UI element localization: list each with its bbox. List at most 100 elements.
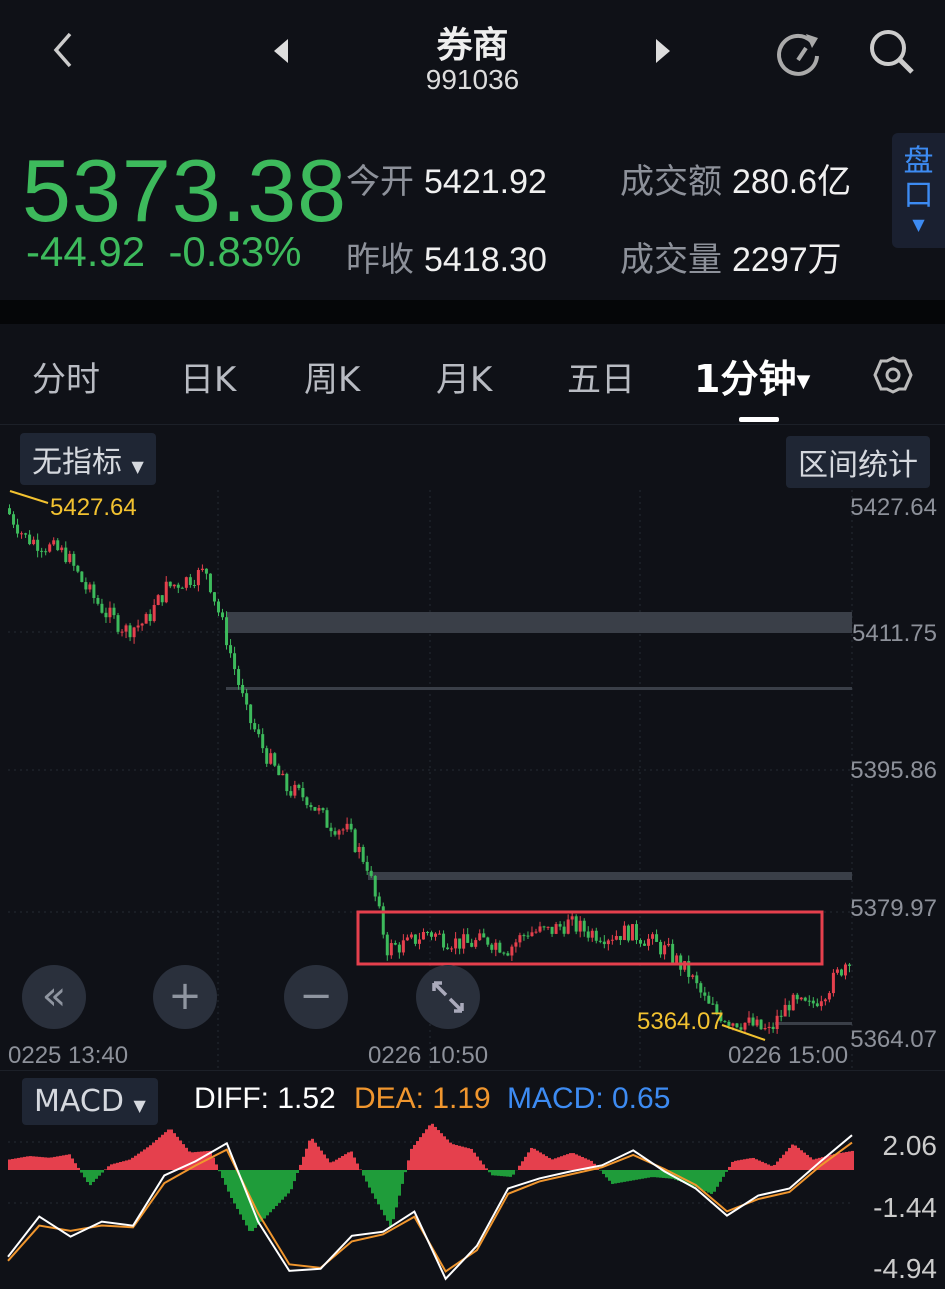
candle (361, 846, 365, 862)
pankou-label: 口 (903, 178, 934, 213)
macd-bar (767, 1164, 770, 1170)
candle (293, 784, 297, 796)
tab-five-day[interactable]: 五日 (567, 360, 635, 400)
candle (285, 773, 289, 792)
candle (313, 807, 317, 811)
tab-1-minute[interactable]: 1分钟▼ (694, 348, 810, 403)
macd-bar (290, 1170, 293, 1190)
macd-bar (782, 1154, 785, 1170)
macd-dropdown[interactable]: MACD ▼ (22, 1078, 158, 1125)
macd-bar (800, 1150, 803, 1170)
macd-bar (698, 1170, 701, 1189)
triangle-left-icon (274, 39, 288, 63)
candle (566, 919, 570, 934)
candle (273, 753, 277, 766)
candle (626, 925, 630, 941)
tab-daily-k[interactable]: 日K (180, 360, 237, 400)
macd-bar (389, 1170, 392, 1227)
prev-close-label: 昨收 (346, 240, 414, 280)
pankou-button[interactable]: 盘口 ▼ (892, 133, 945, 248)
candle (301, 787, 305, 798)
macd-bar (344, 1154, 347, 1170)
double-chevron-left-icon: « (41, 973, 67, 1019)
candle (538, 926, 542, 932)
macd-bar (407, 1160, 410, 1170)
candle (269, 753, 273, 764)
macd-bar (101, 1170, 104, 1173)
highlight-box (356, 910, 824, 966)
macd-bar (713, 1170, 716, 1192)
caret-down-icon: ▼ (912, 215, 925, 234)
candle (225, 617, 229, 646)
refresh-button[interactable] (772, 26, 826, 84)
macd-bar (710, 1170, 713, 1194)
candle (731, 1023, 735, 1026)
macd-value: MACD: 0.65 (507, 1082, 671, 1115)
candle (655, 934, 659, 942)
back-button[interactable] (44, 28, 84, 72)
candle (687, 961, 691, 977)
macd-bar (719, 1170, 722, 1182)
next-stock-button[interactable] (652, 36, 674, 70)
macd-bar (851, 1150, 854, 1170)
scroll-left-button[interactable]: « (22, 965, 86, 1029)
candle (803, 997, 807, 1001)
candle (546, 926, 550, 928)
macd-bar (557, 1157, 560, 1170)
search-button[interactable] (866, 26, 918, 82)
candle (454, 938, 458, 949)
tab-intraday[interactable]: 分时 (32, 360, 100, 400)
macd-bar (743, 1159, 746, 1170)
fullscreen-button[interactable] (416, 965, 480, 1029)
macd-bar (125, 1160, 128, 1170)
range-stats-button[interactable]: 区间统计 (786, 436, 930, 488)
candle (353, 829, 357, 853)
candle (156, 595, 160, 605)
candle (458, 938, 462, 949)
candle (124, 625, 128, 632)
macd-bar (551, 1159, 554, 1170)
tab-monthly-k[interactable]: 月K (436, 360, 493, 400)
macd-bar (122, 1161, 125, 1170)
macd-bar (590, 1160, 593, 1170)
tab-weekly-k[interactable]: 周K (304, 360, 361, 400)
macd-bar (500, 1170, 503, 1177)
macd-bar (467, 1148, 470, 1170)
candle (104, 612, 108, 618)
candle (28, 534, 32, 545)
macd-bar (275, 1170, 278, 1206)
macd-axis-label: -4.94 (873, 1253, 937, 1284)
candle (659, 941, 663, 955)
diff-value: DIFF: 1.52 (194, 1082, 336, 1115)
macd-bar (794, 1145, 797, 1170)
prev-stock-button[interactable] (270, 36, 292, 70)
candle (24, 533, 28, 535)
macd-bar (584, 1158, 587, 1170)
candle (482, 933, 486, 938)
candle (385, 934, 389, 956)
macd-bar (8, 1159, 11, 1170)
zoom-out-button[interactable]: − (284, 965, 348, 1029)
macd-bar (479, 1160, 482, 1170)
macd-bar (671, 1170, 674, 1179)
zoom-in-button[interactable]: + (153, 965, 217, 1029)
indicator-dropdown[interactable]: 无指标 ▼ (20, 433, 156, 485)
candle (763, 1027, 767, 1030)
candle (667, 943, 671, 946)
candle (638, 939, 642, 944)
candle (739, 1027, 743, 1030)
candle (771, 1026, 775, 1030)
macd-bar (563, 1155, 566, 1170)
candle (60, 547, 64, 551)
candle (446, 947, 450, 950)
macd-bar (623, 1170, 626, 1182)
candle (791, 994, 795, 1011)
macd-bar (245, 1170, 248, 1226)
settings-button[interactable] (872, 354, 914, 400)
macd-bar (320, 1150, 323, 1170)
volume-label: 成交量 (620, 240, 722, 280)
macd-bar (392, 1170, 395, 1220)
candle (48, 544, 52, 552)
macd-bar (41, 1157, 44, 1170)
